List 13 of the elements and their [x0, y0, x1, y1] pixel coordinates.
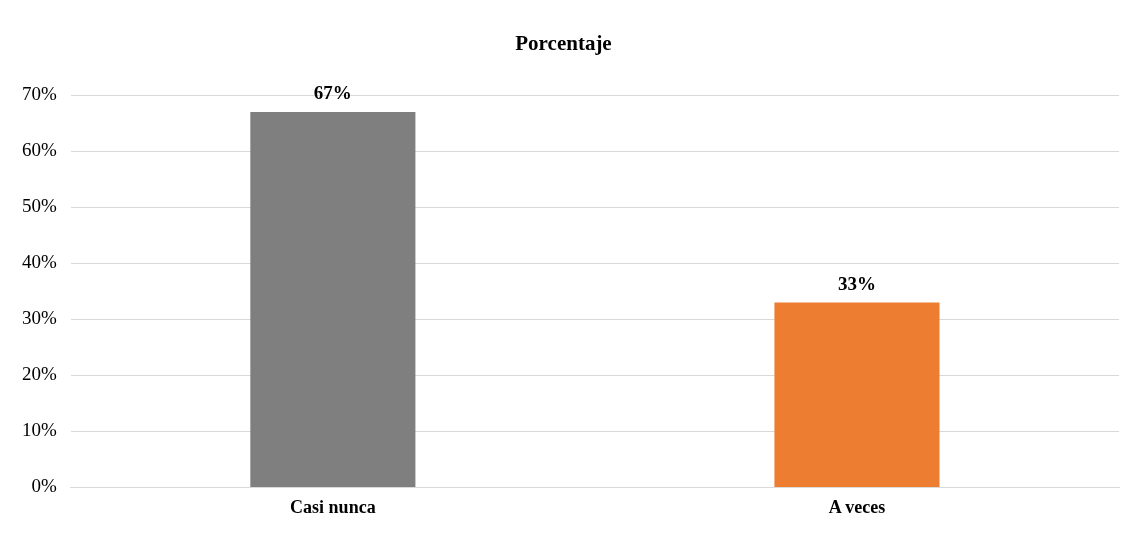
data-label: 67%: [313, 82, 352, 104]
y-tick-label: 20%: [22, 363, 57, 385]
chart-title: Porcentaje: [515, 31, 612, 56]
x-tick-label: Casi nunca: [290, 496, 376, 517]
y-tick-label: 10%: [22, 419, 57, 441]
x-tick-label: A veces: [828, 496, 886, 517]
y-tick-label: 70%: [22, 83, 57, 105]
y-tick-label: 50%: [22, 195, 57, 217]
y-tick-label: 30%: [22, 307, 57, 329]
y-tick-label: 40%: [22, 251, 57, 273]
y-tick-label: 60%: [22, 139, 57, 161]
y-tick-label: 0%: [31, 475, 57, 497]
data-label: 33%: [837, 272, 876, 294]
